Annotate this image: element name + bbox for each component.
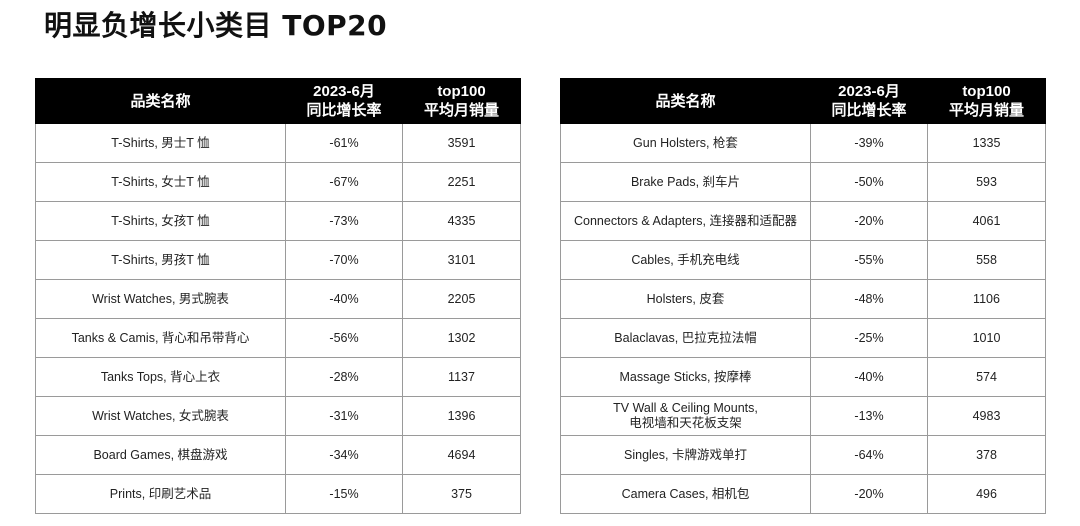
header-growth: 2023-6月 同比增长率 [810, 78, 928, 124]
header-sales-line2: 平均月销量 [948, 102, 1024, 119]
category-name-cell: T-Shirts, 女士T 恤 [35, 162, 286, 202]
monthly-sales-cell: 2205 [402, 279, 521, 319]
growth-rate-cell: -20% [810, 201, 928, 241]
table-row: Holsters, 皮套 -48% 1106 [560, 279, 1046, 319]
category-name-cell: Tanks & Camis, 背心和吊带背心 [35, 318, 286, 358]
growth-rate-cell: -40% [285, 279, 403, 319]
monthly-sales-cell: 375 [402, 474, 521, 514]
table-header-row: 品类名称 2023-6月 同比增长率 top100 平均月销量 [560, 78, 1046, 124]
header-sales-line1: top100 [437, 83, 486, 100]
table-row: T-Shirts, 男孩T 恤 -70% 3101 [35, 240, 521, 280]
growth-rate-cell: -56% [285, 318, 403, 358]
category-name-cell: Gun Holsters, 枪套 [560, 123, 811, 163]
monthly-sales-cell: 1137 [402, 357, 521, 397]
monthly-sales-cell: 1302 [402, 318, 521, 358]
category-name-cell: Massage Sticks, 按摩棒 [560, 357, 811, 397]
table-row: Connectors & Adapters, 连接器和适配器 -20% 4061 [560, 201, 1046, 241]
monthly-sales-cell: 3101 [402, 240, 521, 280]
growth-rate-cell: -39% [810, 123, 928, 163]
table-row: T-Shirts, 女孩T 恤 -73% 4335 [35, 201, 521, 241]
category-name-cell: Tanks Tops, 背心上衣 [35, 357, 286, 397]
category-name-cell: Cables, 手机充电线 [560, 240, 811, 280]
page-title: 明显负增长小类目 TOP20 [44, 9, 388, 42]
monthly-sales-cell: 593 [927, 162, 1046, 202]
monthly-sales-cell: 574 [927, 357, 1046, 397]
table-row: Prints, 印刷艺术品 -15% 375 [35, 474, 521, 514]
category-name-cell: TV Wall & Ceiling Mounts, 电视墙和天花板支架 [560, 396, 811, 436]
growth-rate-cell: -15% [285, 474, 403, 514]
monthly-sales-cell: 4061 [927, 201, 1046, 241]
header-category: 品类名称 [560, 78, 811, 124]
category-name-cell: Camera Cases, 相机包 [560, 474, 811, 514]
category-name-cell: Singles, 卡牌游戏单打 [560, 435, 811, 475]
table-row: TV Wall & Ceiling Mounts, 电视墙和天花板支架 -13% 4… [560, 396, 1046, 436]
monthly-sales-cell: 4983 [927, 396, 1046, 436]
table-row: T-Shirts, 男士T 恤 -61% 3591 [35, 123, 521, 163]
growth-rate-cell: -50% [810, 162, 928, 202]
growth-rate-cell: -61% [285, 123, 403, 163]
table-row: Tanks Tops, 背心上衣 -28% 1137 [35, 357, 521, 397]
category-name-cell: Holsters, 皮套 [560, 279, 811, 319]
right-ranking-table: 品类名称 2023-6月 同比增长率 top100 平均月销量 Gun Hols… [560, 78, 1046, 514]
table-header-row: 品类名称 2023-6月 同比增长率 top100 平均月销量 [35, 78, 521, 124]
growth-rate-cell: -55% [810, 240, 928, 280]
table-row: Camera Cases, 相机包 -20% 496 [560, 474, 1046, 514]
header-category: 品类名称 [35, 78, 286, 124]
growth-rate-cell: -20% [810, 474, 928, 514]
table-row: Massage Sticks, 按摩棒 -40% 574 [560, 357, 1046, 397]
monthly-sales-cell: 378 [927, 435, 1046, 475]
header-growth: 2023-6月 同比增长率 [285, 78, 403, 124]
growth-rate-cell: -64% [810, 435, 928, 475]
table-row: Wrist Watches, 女式腕表 -31% 1396 [35, 396, 521, 436]
category-name-cell: Wrist Watches, 男式腕表 [35, 279, 286, 319]
growth-rate-cell: -25% [810, 318, 928, 358]
table-row: Balaclavas, 巴拉克拉法帽 -25% 1010 [560, 318, 1046, 358]
table-row: Cables, 手机充电线 -55% 558 [560, 240, 1046, 280]
monthly-sales-cell: 3591 [402, 123, 521, 163]
category-name-cell: T-Shirts, 男孩T 恤 [35, 240, 286, 280]
table-row: Wrist Watches, 男式腕表 -40% 2205 [35, 279, 521, 319]
monthly-sales-cell: 4335 [402, 201, 521, 241]
monthly-sales-cell: 558 [927, 240, 1046, 280]
category-name-cell: Brake Pads, 刹车片 [560, 162, 811, 202]
table-row: Board Games, 棋盘游戏 -34% 4694 [35, 435, 521, 475]
table-row: Brake Pads, 刹车片 -50% 593 [560, 162, 1046, 202]
header-sales: top100 平均月销量 [927, 78, 1046, 124]
category-name-cell: Prints, 印刷艺术品 [35, 474, 286, 514]
header-sales-line2: 平均月销量 [423, 102, 499, 119]
category-name-cell: Board Games, 棋盘游戏 [35, 435, 286, 475]
growth-rate-cell: -67% [285, 162, 403, 202]
monthly-sales-cell: 2251 [402, 162, 521, 202]
monthly-sales-cell: 1010 [927, 318, 1046, 358]
table-row: Gun Holsters, 枪套 -39% 1335 [560, 123, 1046, 163]
header-sales-line1: top100 [962, 83, 1011, 100]
growth-rate-cell: -40% [810, 357, 928, 397]
header-growth-line1: 2023-6月 [838, 83, 900, 100]
header-sales: top100 平均月销量 [402, 78, 521, 124]
table-row: Singles, 卡牌游戏单打 -64% 378 [560, 435, 1046, 475]
header-growth-line1: 2023-6月 [313, 83, 375, 100]
category-name-cell: Wrist Watches, 女式腕表 [35, 396, 286, 436]
growth-rate-cell: -31% [285, 396, 403, 436]
category-name-cell: Balaclavas, 巴拉克拉法帽 [560, 318, 811, 358]
header-growth-line2: 同比增长率 [831, 102, 907, 119]
growth-rate-cell: -73% [285, 201, 403, 241]
monthly-sales-cell: 496 [927, 474, 1046, 514]
header-growth-line2: 同比增长率 [306, 102, 382, 119]
table-row: Tanks & Camis, 背心和吊带背心 -56% 1302 [35, 318, 521, 358]
monthly-sales-cell: 1106 [927, 279, 1046, 319]
growth-rate-cell: -34% [285, 435, 403, 475]
growth-rate-cell: -48% [810, 279, 928, 319]
category-name-cell: T-Shirts, 女孩T 恤 [35, 201, 286, 241]
left-ranking-table: 品类名称 2023-6月 同比增长率 top100 平均月销量 T-Shirts… [35, 78, 521, 514]
monthly-sales-cell: 4694 [402, 435, 521, 475]
growth-rate-cell: -70% [285, 240, 403, 280]
growth-rate-cell: -13% [810, 396, 928, 436]
growth-rate-cell: -28% [285, 357, 403, 397]
category-name-cell: T-Shirts, 男士T 恤 [35, 123, 286, 163]
monthly-sales-cell: 1335 [927, 123, 1046, 163]
monthly-sales-cell: 1396 [402, 396, 521, 436]
table-row: T-Shirts, 女士T 恤 -67% 2251 [35, 162, 521, 202]
category-name-cell: Connectors & Adapters, 连接器和适配器 [560, 201, 811, 241]
